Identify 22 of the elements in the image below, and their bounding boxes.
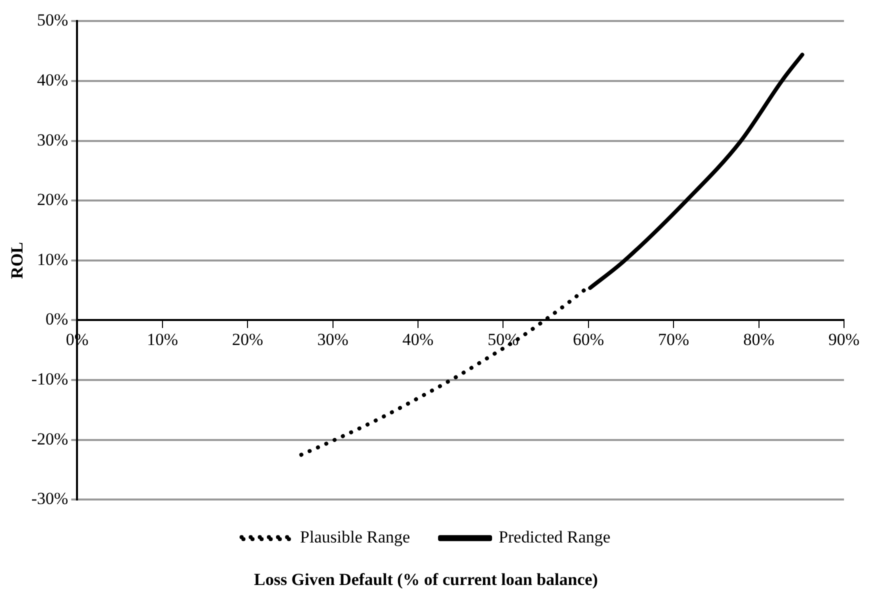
x-tick-label: 10% <box>146 330 178 349</box>
y-tick-label: -30% <box>31 489 68 508</box>
x-tick-label: 30% <box>317 330 348 349</box>
x-tick-label: 90% <box>828 330 860 349</box>
legend-label: Predicted Range <box>498 528 610 547</box>
y-tick-label: 20% <box>37 190 68 210</box>
y-tick-label: -20% <box>31 429 68 448</box>
x-axis-title: Loss Given Default (% of current loan balance) <box>254 570 598 590</box>
x-tick-label: 70% <box>658 330 690 349</box>
y-axis-title: ROL <box>8 242 27 279</box>
x-tick-label: 20% <box>232 330 264 349</box>
y-tick-label: 0% <box>46 310 68 329</box>
legend-label: Plausible Range <box>300 528 410 547</box>
x-tick-label: 80% <box>743 330 774 349</box>
x-tick-label: 60% <box>572 330 604 349</box>
y-tick-label: 40% <box>37 70 68 90</box>
y-tick-label: 30% <box>37 130 68 150</box>
x-tick-label: 40% <box>402 330 434 349</box>
y-tick-label: 50% <box>37 10 68 30</box>
x-tick-label: 50% <box>488 330 519 349</box>
y-tick-label: -10% <box>31 369 68 388</box>
y-tick-label: 10% <box>37 250 68 269</box>
